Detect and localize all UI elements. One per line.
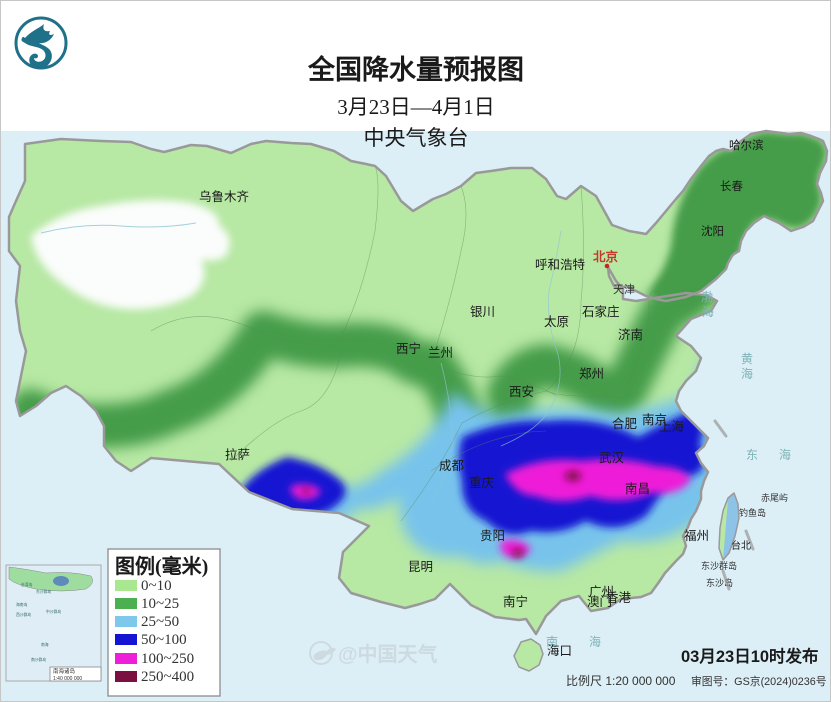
svg-text:图例(毫米): 图例(毫米) — [115, 554, 208, 578]
svg-text:西宁: 西宁 — [396, 341, 421, 356]
svg-text:兰州: 兰州 — [428, 346, 453, 360]
svg-text:成都: 成都 — [439, 459, 465, 473]
svg-text:海南岛: 海南岛 — [16, 602, 28, 607]
svg-text:昆明: 昆明 — [408, 560, 433, 574]
svg-text:海: 海 — [779, 447, 791, 462]
svg-text:黄: 黄 — [741, 352, 753, 366]
svg-text:@中国天气: @中国天气 — [338, 642, 438, 666]
svg-text:东沙群岛: 东沙群岛 — [36, 589, 51, 594]
svg-text:东: 东 — [746, 448, 758, 462]
svg-text:25~50: 25~50 — [141, 614, 179, 630]
svg-text:石家庄: 石家庄 — [582, 304, 620, 319]
svg-text:福州: 福州 — [684, 528, 709, 543]
svg-text:济南: 济南 — [618, 327, 643, 342]
svg-text:南昌: 南昌 — [625, 481, 650, 496]
svg-text:西安: 西安 — [509, 384, 534, 399]
svg-text:北京: 北京 — [593, 249, 619, 264]
svg-text:沈阳: 沈阳 — [701, 224, 724, 238]
svg-text:拉萨: 拉萨 — [225, 447, 250, 462]
svg-text:呼和浩特: 呼和浩特 — [535, 257, 585, 272]
svg-text:审图号：GS京(2024)0236号: 审图号：GS京(2024)0236号 — [691, 674, 827, 688]
svg-text:0~10: 0~10 — [141, 578, 172, 594]
svg-text:钓鱼岛: 钓鱼岛 — [739, 507, 766, 518]
svg-text:贵阳: 贵阳 — [480, 529, 505, 543]
svg-text:台北: 台北 — [731, 539, 751, 552]
svg-text:中沙群岛: 中沙群岛 — [46, 609, 61, 614]
svg-text:250~400: 250~400 — [141, 669, 194, 685]
svg-text:哈尔滨: 哈尔滨 — [729, 138, 764, 152]
svg-text:西沙群岛: 西沙群岛 — [16, 612, 31, 617]
svg-text:50~100: 50~100 — [141, 632, 187, 648]
svg-text:全国降水量预报图: 全国降水量预报图 — [307, 54, 524, 85]
svg-text:海口: 海口 — [547, 643, 572, 658]
svg-text:海: 海 — [741, 366, 753, 381]
svg-text:中央气象台: 中央气象台 — [364, 126, 469, 150]
svg-text:武汉: 武汉 — [599, 451, 625, 465]
svg-text:比例尺 1:20 000 000: 比例尺 1:20 000 000 — [566, 674, 676, 688]
svg-text:渤: 渤 — [701, 290, 713, 304]
svg-text:合肥: 合肥 — [612, 416, 638, 431]
svg-text:海: 海 — [702, 304, 714, 319]
svg-text:南海: 南海 — [41, 642, 49, 647]
svg-text:南宁: 南宁 — [503, 594, 528, 609]
svg-text:台湾岛: 台湾岛 — [21, 582, 33, 587]
svg-text:南海诸岛: 南海诸岛 — [53, 667, 76, 675]
svg-text:10~25: 10~25 — [141, 596, 179, 612]
svg-text:天津: 天津 — [613, 283, 635, 296]
svg-text:3月23日—4月1日: 3月23日—4月1日 — [337, 95, 495, 119]
svg-text:郑州: 郑州 — [579, 366, 604, 381]
svg-text:上海: 上海 — [659, 419, 685, 434]
svg-text:03月23日10时发布: 03月23日10时发布 — [681, 646, 819, 666]
svg-text:100~250: 100~250 — [141, 651, 194, 667]
svg-text:银川: 银川 — [470, 305, 495, 319]
svg-text:赤尾屿: 赤尾屿 — [761, 493, 788, 503]
svg-text:长春: 长春 — [720, 180, 743, 193]
svg-text:香港: 香港 — [606, 591, 632, 605]
svg-text:东沙群岛: 东沙群岛 — [701, 560, 737, 571]
svg-text:太原: 太原 — [544, 314, 569, 329]
svg-text:重庆: 重庆 — [469, 475, 495, 490]
svg-text:南沙群岛: 南沙群岛 — [31, 657, 46, 662]
svg-text:海: 海 — [589, 634, 601, 649]
svg-text:乌鲁木齐: 乌鲁木齐 — [199, 189, 250, 204]
svg-text:1:40 000 000: 1:40 000 000 — [53, 676, 82, 682]
